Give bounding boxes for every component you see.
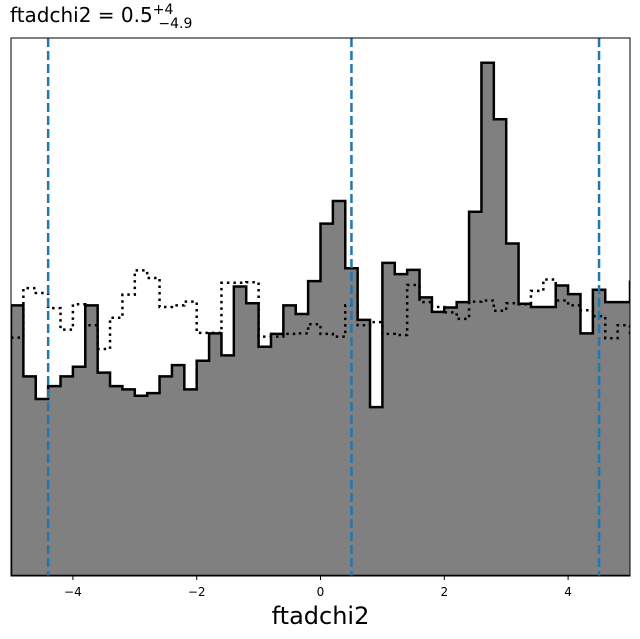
plot-area	[11, 38, 630, 576]
chart-title-sup: +4	[153, 2, 174, 18]
x-tick-label: 0	[317, 585, 325, 599]
x-axis: −4 −2 0 2 4	[64, 576, 572, 599]
x-tick-label: −2	[188, 585, 206, 599]
x-tick-label: 2	[440, 585, 448, 599]
x-tick-label: 4	[564, 585, 572, 599]
chart-title: ftadchi2 = 0.5+4 −4.9	[10, 2, 192, 32]
chart-title-base: ftadchi2 = 0.5	[10, 3, 153, 27]
histogram-filled-series	[11, 61, 630, 576]
x-tick-label: −4	[64, 585, 82, 599]
x-axis-label: ftadchi2	[272, 602, 370, 630]
chart-title-sub: −4.9	[158, 16, 192, 32]
histogram-dotted-series	[11, 269, 630, 351]
